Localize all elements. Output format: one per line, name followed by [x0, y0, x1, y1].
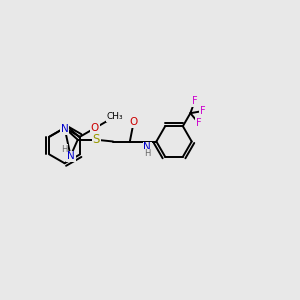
Text: N: N — [67, 152, 75, 161]
Text: N: N — [143, 142, 151, 152]
Text: O: O — [130, 117, 138, 127]
Text: methoxy: methoxy — [111, 116, 117, 118]
Text: F: F — [192, 96, 197, 106]
Text: S: S — [93, 133, 100, 146]
Text: O: O — [91, 123, 99, 133]
Text: N: N — [61, 124, 68, 134]
Text: H: H — [61, 145, 67, 154]
Text: F: F — [196, 118, 201, 128]
Text: F: F — [200, 106, 206, 116]
Text: CH₃: CH₃ — [106, 112, 123, 121]
Text: H: H — [144, 149, 150, 158]
